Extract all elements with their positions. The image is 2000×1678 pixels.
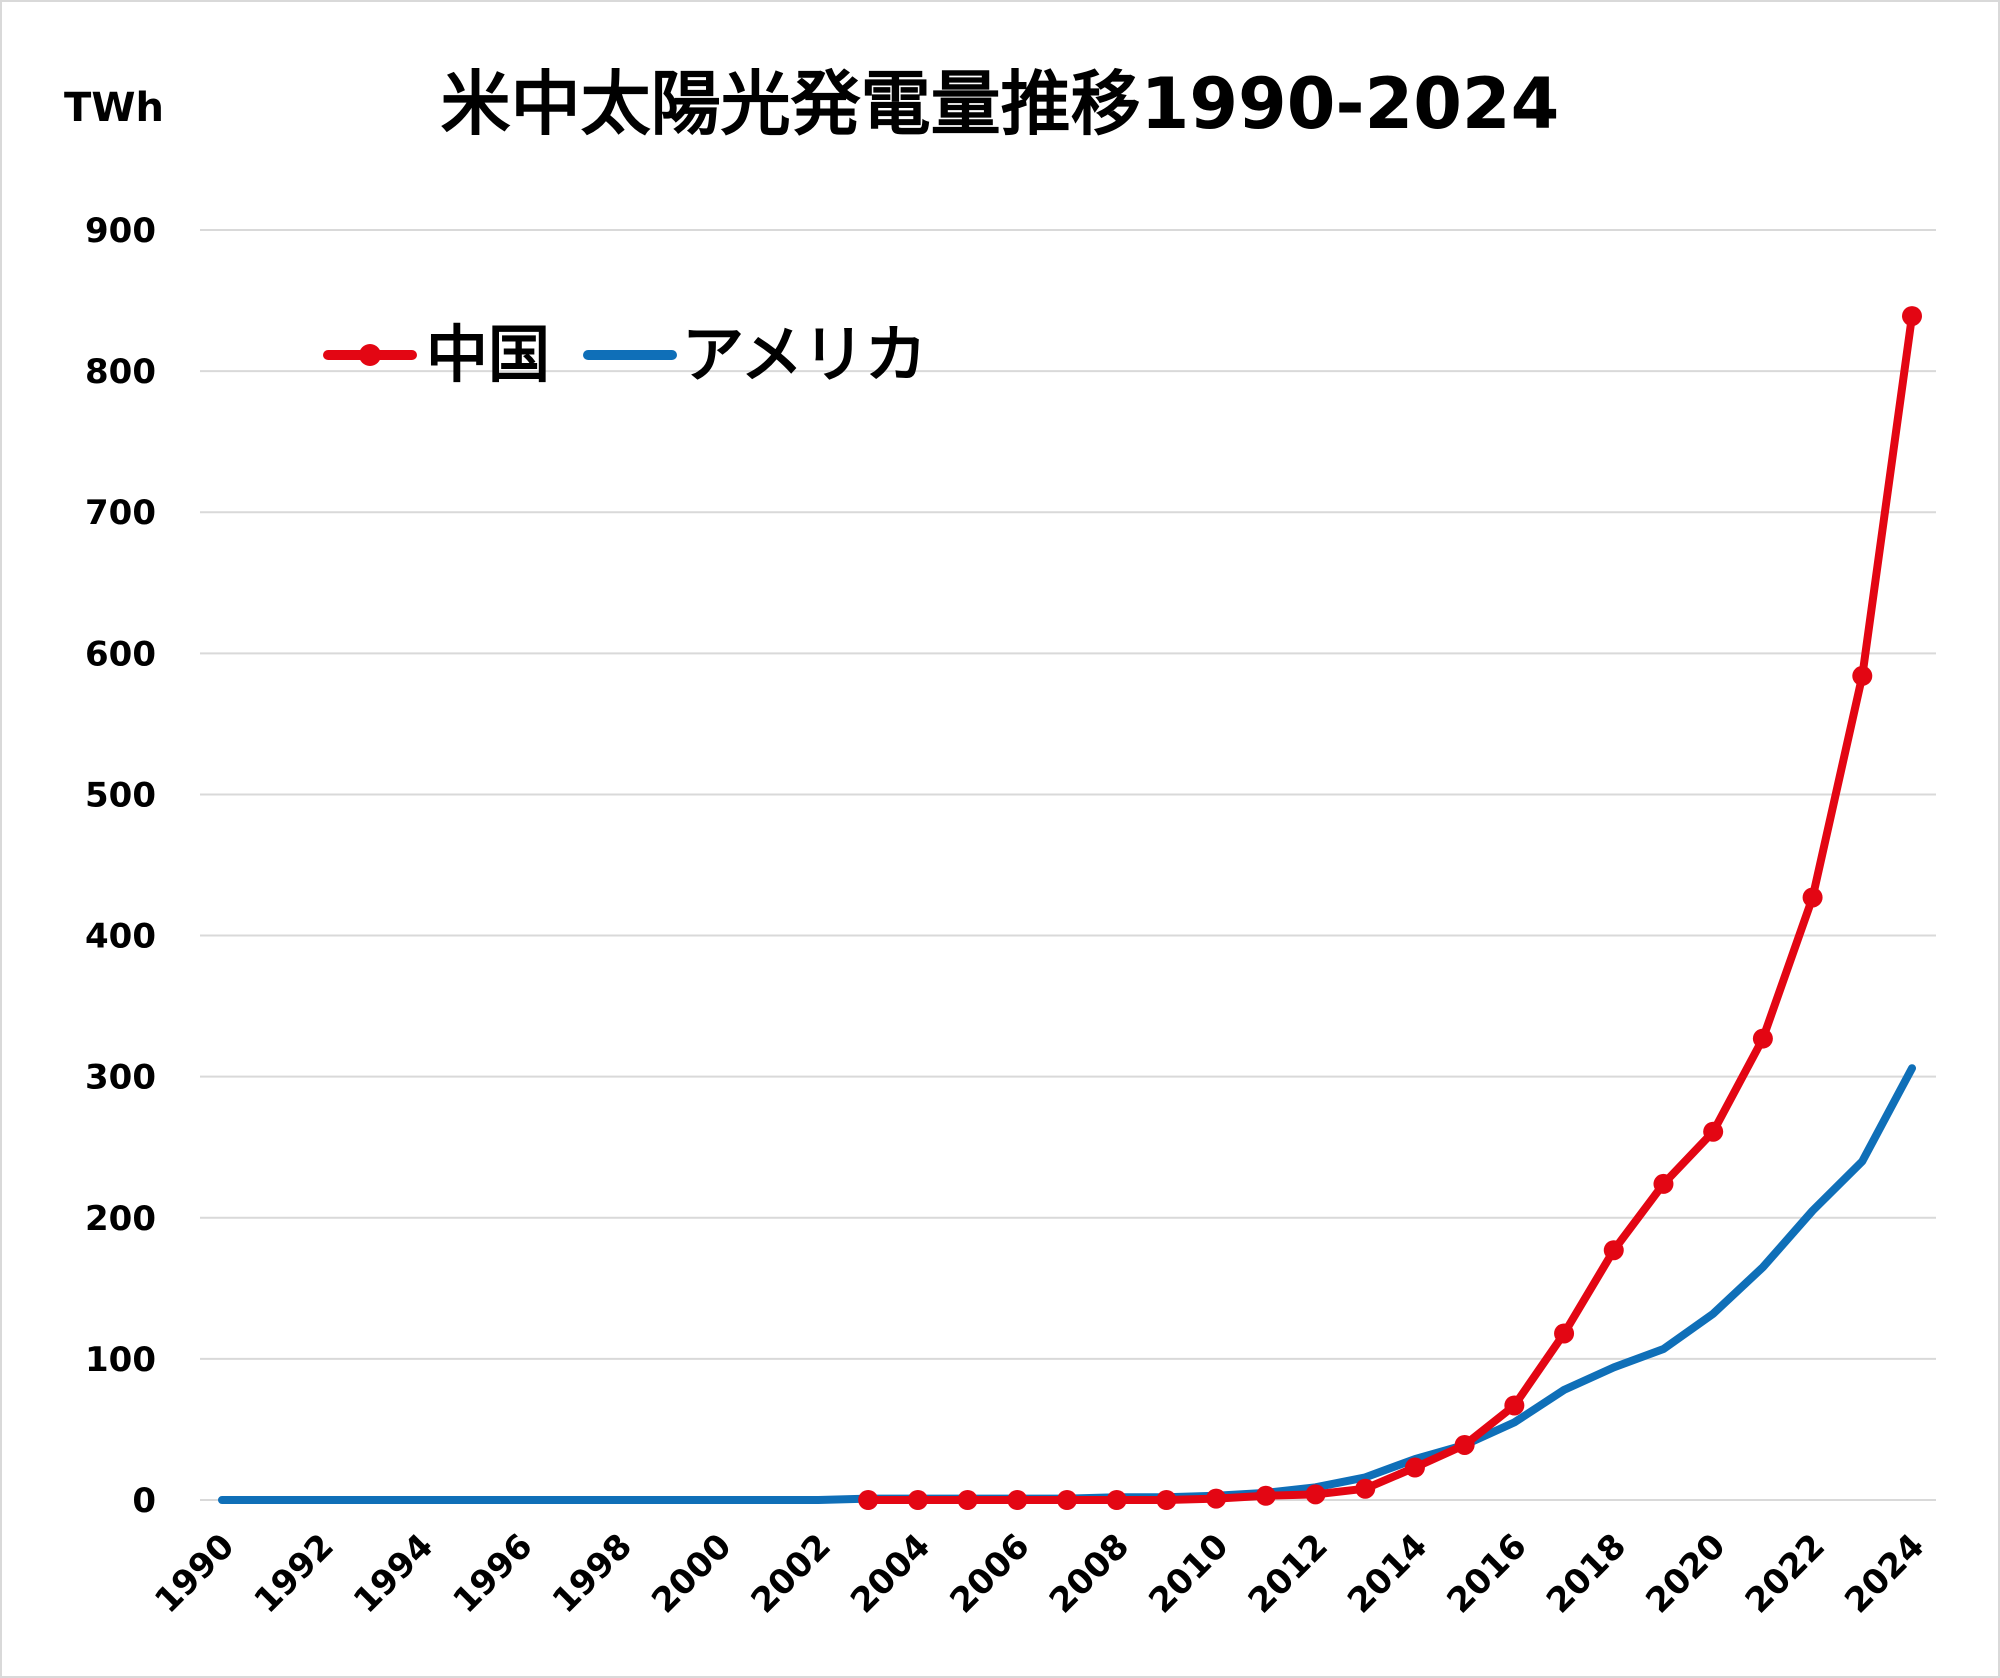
x-axis-ticks: 1990 1992 1994 1996 1998 2000 2002 2004 2006 2008… [147,1526,1932,1621]
data-point [1752,1028,1773,1049]
x-tick-label: 2012 [1241,1526,1336,1621]
x-tick-label: 2000 [644,1526,739,1621]
data-point [1653,1173,1674,1194]
legend-entry-アメリカ: アメリカ [583,318,927,391]
series-line [218,1064,1916,1504]
y-tick-label: 100 [85,1340,156,1380]
legend-entry-中国: 中国 [323,318,550,391]
y-tick-label: 600 [85,634,156,674]
y-tick-label: 900 [85,211,156,251]
x-tick-label: 1998 [545,1526,640,1621]
y-axis-unit-label: TWh [64,85,164,131]
data-point [1703,1121,1724,1142]
y-tick-label: 500 [85,775,156,815]
y-tick-label: 0 [132,1481,156,1521]
x-tick-label: 2024 [1837,1526,1932,1621]
legend-label: 中国 [426,318,550,391]
x-tick-label: 2014 [1340,1526,1435,1621]
data-point [1057,1490,1077,1510]
y-tick-label: 700 [85,493,156,533]
y-tick-label: 800 [85,352,156,392]
series-中国 [858,306,1922,1510]
y-tick-label: 200 [85,1199,156,1239]
series-lines [218,306,1922,1510]
chart-title: 米中太陽光発電量推移1990-2024 [441,63,1560,145]
data-point [858,1490,879,1510]
x-tick-label: 1996 [445,1526,540,1621]
x-tick-label: 2008 [1042,1526,1137,1621]
data-point [1902,306,1922,327]
x-tick-label: 2020 [1638,1526,1733,1621]
data-point [1106,1490,1127,1510]
x-tick-label: 2016 [1440,1526,1535,1621]
data-point [1554,1323,1575,1344]
data-point [1504,1395,1525,1416]
y-tick-label: 300 [85,1058,156,1098]
x-tick-label: 2002 [744,1526,839,1621]
series-line [864,312,1916,1504]
x-tick-label: 2010 [1141,1526,1236,1621]
legend-label: アメリカ [682,318,927,391]
data-point [1206,1488,1227,1509]
data-point [957,1490,978,1510]
x-tick-label: 1992 [247,1526,342,1621]
data-point [1603,1240,1624,1261]
data-point [1454,1434,1475,1455]
x-tick-label: 2022 [1738,1526,1833,1621]
x-tick-label: 2018 [1539,1526,1634,1621]
x-tick-label: 1990 [147,1526,242,1621]
data-point [1802,887,1823,908]
legend: 中国 アメリカ [323,318,927,391]
y-tick-label: 400 [85,917,156,957]
data-point [1255,1485,1276,1506]
x-tick-label: 2006 [942,1526,1037,1621]
legend-marker [359,344,381,366]
data-point [907,1490,928,1510]
data-point [1852,665,1873,686]
x-tick-label: 2004 [843,1526,938,1621]
x-tick-label: 1994 [346,1526,441,1621]
data-point [1305,1484,1326,1505]
y-axis-ticks: 0 100 200 300 400 500 600 700 800 900 [85,211,156,1521]
gridlines [200,229,1936,1501]
series-アメリカ [218,1064,1916,1504]
data-point [1007,1490,1028,1510]
data-point [1404,1457,1425,1478]
data-point [1355,1478,1376,1499]
data-point [1156,1490,1177,1510]
